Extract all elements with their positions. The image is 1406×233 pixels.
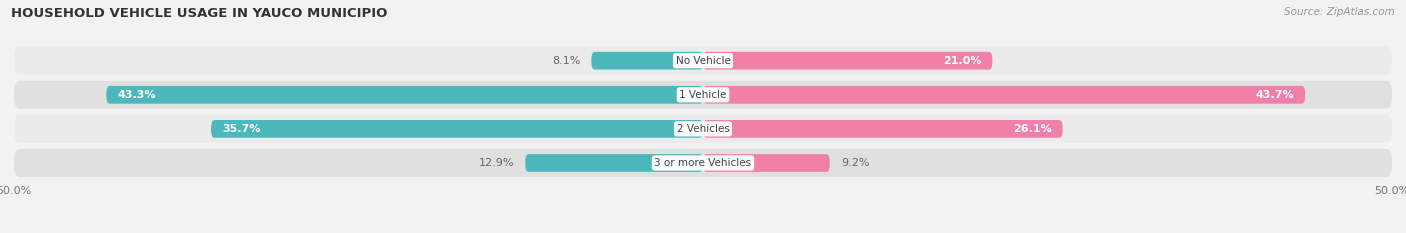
Text: 1 Vehicle: 1 Vehicle bbox=[679, 90, 727, 100]
FancyBboxPatch shape bbox=[592, 52, 703, 70]
FancyBboxPatch shape bbox=[14, 47, 1392, 75]
Text: HOUSEHOLD VEHICLE USAGE IN YAUCO MUNICIPIO: HOUSEHOLD VEHICLE USAGE IN YAUCO MUNICIP… bbox=[11, 7, 388, 20]
FancyBboxPatch shape bbox=[703, 52, 993, 70]
FancyBboxPatch shape bbox=[14, 115, 1392, 143]
FancyBboxPatch shape bbox=[14, 81, 1392, 109]
FancyBboxPatch shape bbox=[526, 154, 703, 172]
Text: 21.0%: 21.0% bbox=[943, 56, 981, 66]
FancyBboxPatch shape bbox=[703, 154, 830, 172]
Text: 43.7%: 43.7% bbox=[1256, 90, 1294, 100]
FancyBboxPatch shape bbox=[211, 120, 703, 138]
Text: 26.1%: 26.1% bbox=[1012, 124, 1052, 134]
Text: 9.2%: 9.2% bbox=[841, 158, 869, 168]
Text: Source: ZipAtlas.com: Source: ZipAtlas.com bbox=[1284, 7, 1395, 17]
Text: 43.3%: 43.3% bbox=[117, 90, 156, 100]
FancyBboxPatch shape bbox=[703, 86, 1305, 104]
Text: 35.7%: 35.7% bbox=[222, 124, 260, 134]
Text: No Vehicle: No Vehicle bbox=[675, 56, 731, 66]
Text: 2 Vehicles: 2 Vehicles bbox=[676, 124, 730, 134]
Text: 8.1%: 8.1% bbox=[553, 56, 581, 66]
FancyBboxPatch shape bbox=[14, 149, 1392, 177]
FancyBboxPatch shape bbox=[703, 120, 1063, 138]
Text: 3 or more Vehicles: 3 or more Vehicles bbox=[654, 158, 752, 168]
FancyBboxPatch shape bbox=[107, 86, 703, 104]
Text: 12.9%: 12.9% bbox=[478, 158, 515, 168]
